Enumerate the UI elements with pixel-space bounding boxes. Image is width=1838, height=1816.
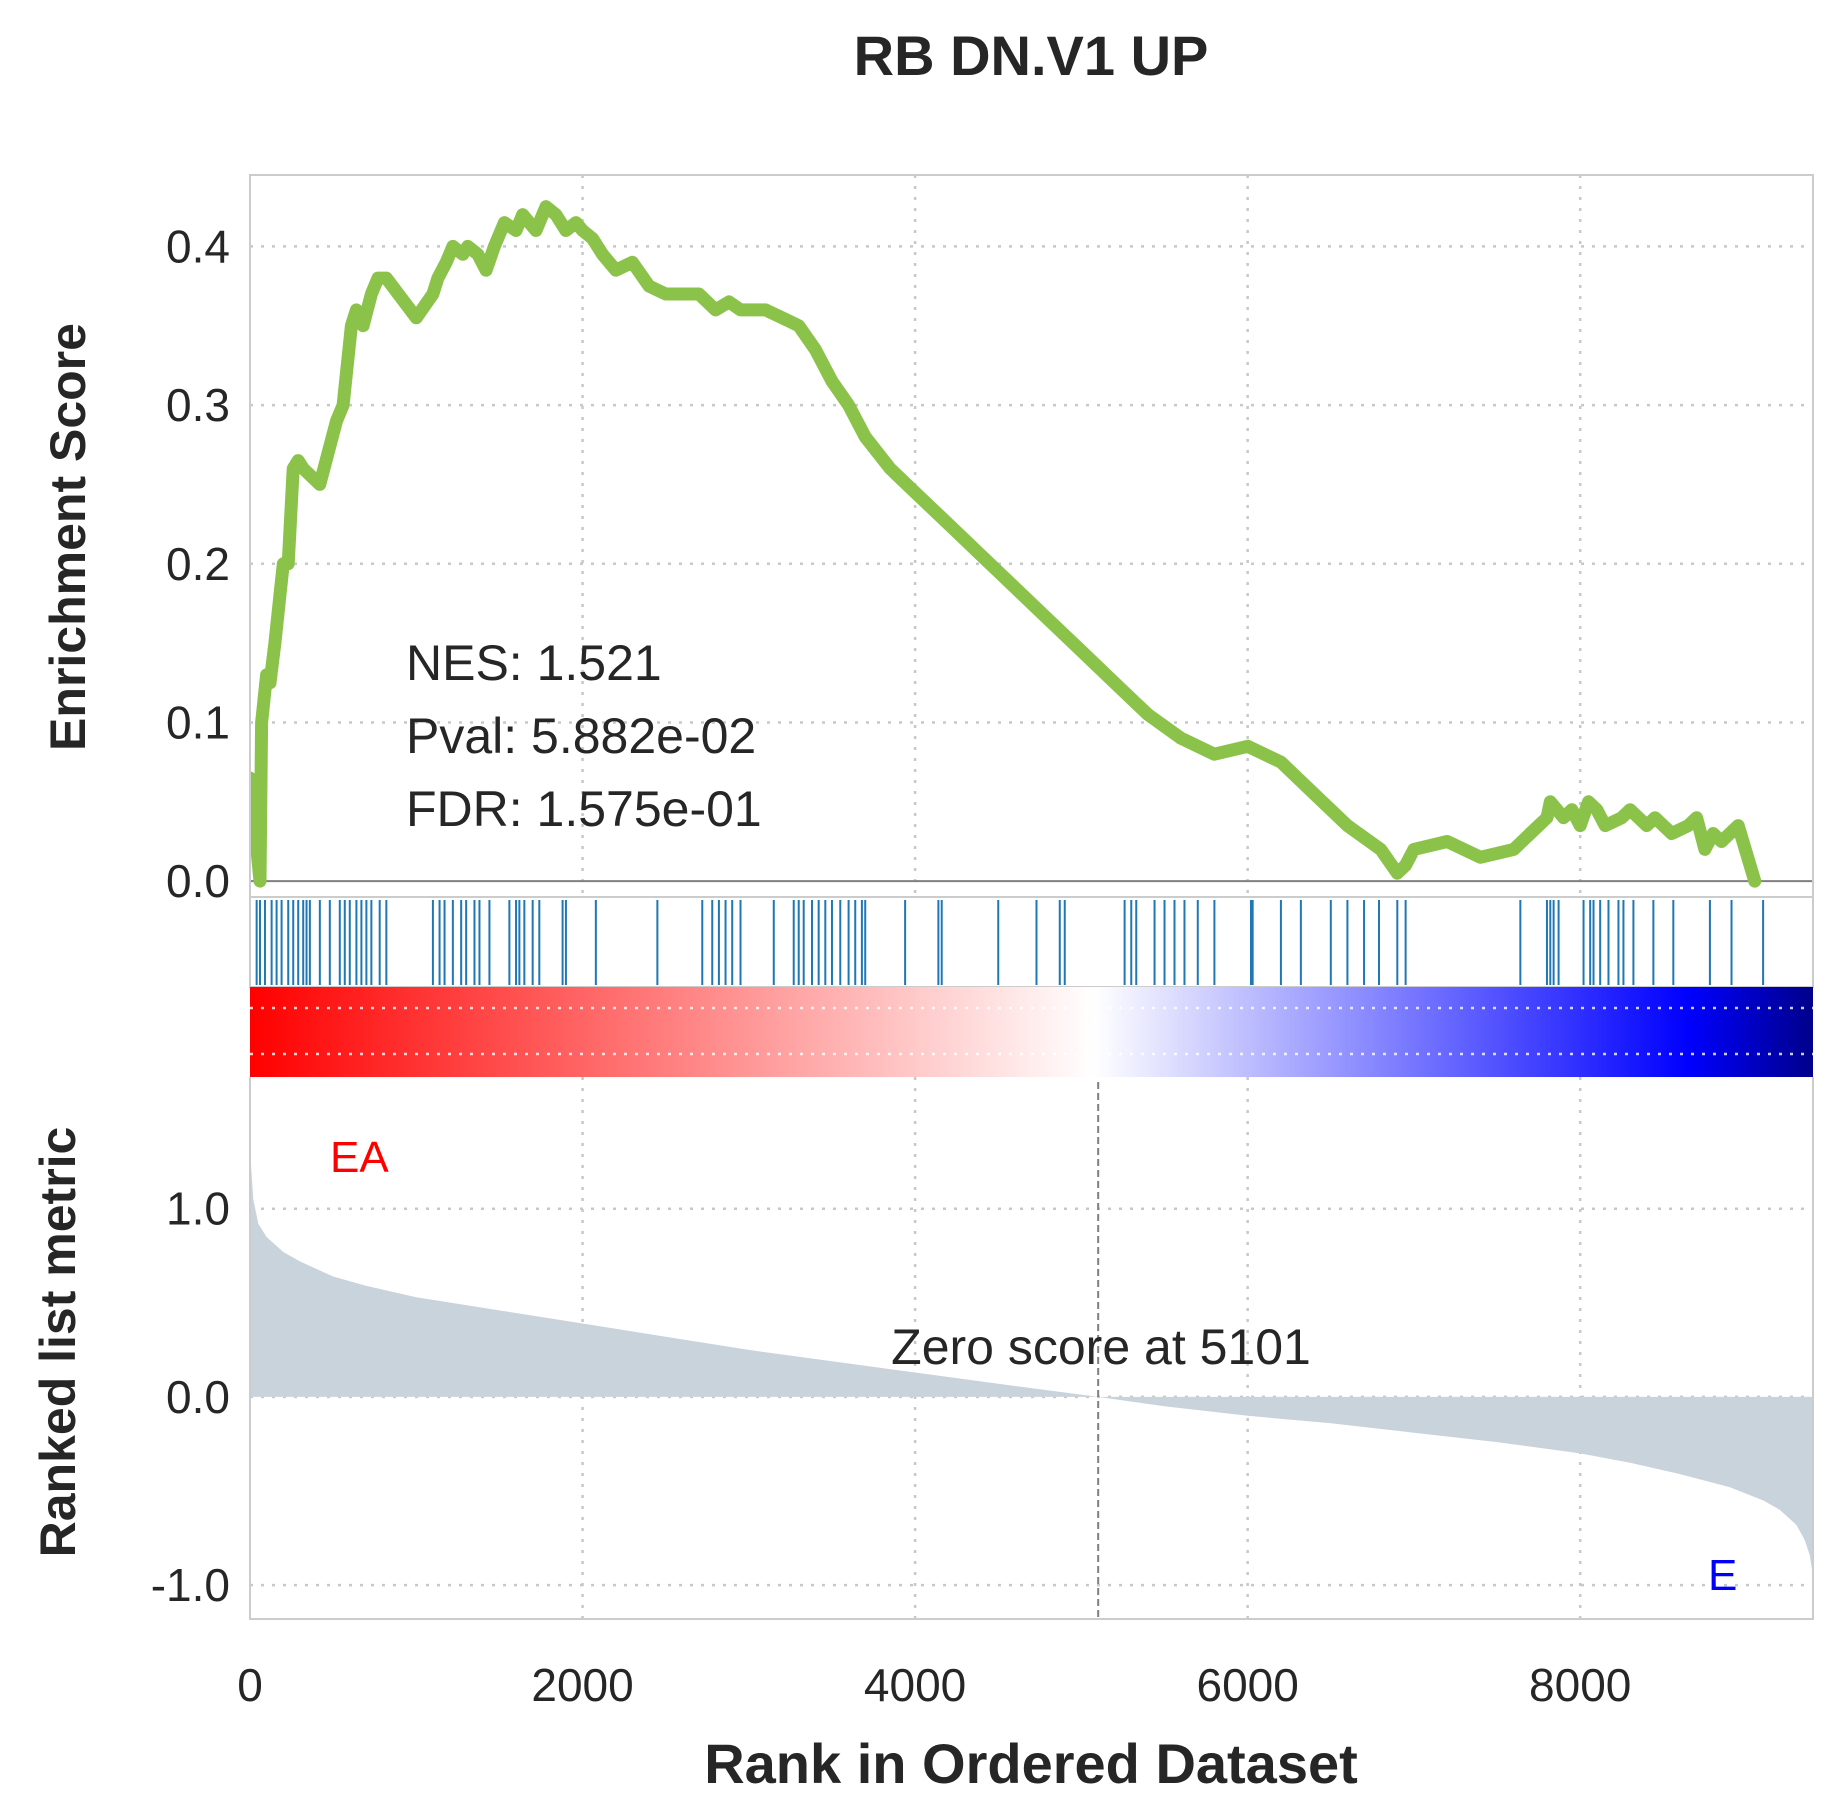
x-tick-label: 0: [237, 1659, 263, 1711]
rank-panel: Zero score at 5101 EA E -1.0 0.0 1.0 Ranke…: [30, 1077, 1814, 1620]
rank-y-tick-label: -1.0: [151, 1559, 230, 1611]
x-tick-label: 4000: [864, 1659, 966, 1711]
stats-annotation: NES: 1.521 Pval: 5.882e-02 FDR: 1.575e-0…: [406, 635, 762, 837]
x-axis-ticks: 0 2000 4000 6000 8000: [237, 1659, 1631, 1711]
low-phenotype-label: E: [1708, 1551, 1737, 1600]
es-grid: [250, 175, 1813, 897]
rank-y-axis-label: Ranked list metric: [30, 1127, 86, 1558]
es-y-tick-label: 0.0: [166, 855, 230, 907]
rank-y-tick-label: 0.0: [166, 1371, 230, 1423]
es-y-axis-label: Enrichment Score: [40, 323, 96, 751]
pval-label: Pval: 5.882e-02: [406, 708, 756, 764]
es-panel-background: [250, 175, 1813, 897]
x-tick-label: 8000: [1529, 1659, 1631, 1711]
es-y-tick-label: 0.4: [166, 220, 230, 272]
rank-y-tick-label: 1.0: [166, 1183, 230, 1235]
rank-panel-frame: [249, 1077, 1814, 1620]
rank-y-ticks: -1.0 0.0 1.0: [151, 1183, 230, 1611]
es-y-tick-label: 0.1: [166, 696, 230, 748]
rank-grid: [250, 1077, 1813, 1619]
high-phenotype-label: EA: [330, 1133, 389, 1182]
ranked-metric-area: [250, 1086, 1813, 1576]
zero-score-label: Zero score at 5101: [891, 1319, 1311, 1375]
es-panel: 0.0 0.1 0.2 0.3 0.4 Enrichment Score NES: 1.…: [40, 174, 1814, 907]
hits-panel-frame: [249, 896, 1814, 988]
hits-panel: [249, 896, 1814, 988]
fdr-label: FDR: 1.575e-01: [406, 781, 762, 837]
enrichment-score-line: [250, 200, 1762, 888]
gene-hit-marks: [255, 900, 1765, 985]
x-axis-label: Rank in Ordered Dataset: [704, 1732, 1358, 1795]
x-tick-label: 6000: [1196, 1659, 1298, 1711]
rank-colorbar-gradient: [250, 987, 1813, 1077]
x-tick-label: 2000: [531, 1659, 633, 1711]
es-y-tick-label: 0.2: [166, 538, 230, 590]
rank-colorbar: [250, 987, 1813, 1077]
chart-title: RB DN.V1 UP: [854, 24, 1209, 87]
nes-label: NES: 1.521: [406, 635, 662, 691]
es-y-ticks: 0.0 0.1 0.2 0.3 0.4: [166, 220, 230, 907]
es-y-tick-label: 0.3: [166, 379, 230, 431]
